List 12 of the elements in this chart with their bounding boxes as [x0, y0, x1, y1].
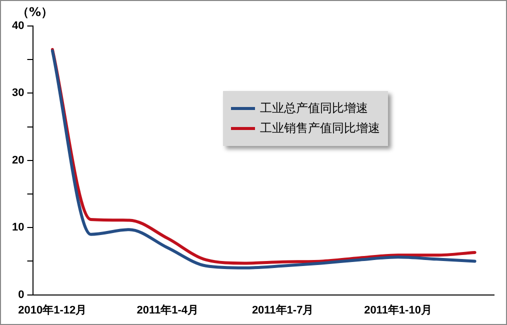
- x-tick-label: 2011年1-7月: [252, 303, 314, 316]
- y-tick-label: 0: [18, 288, 24, 301]
- y-tick-label: 10: [12, 222, 24, 234]
- x-tick-label: 2010年1-12月: [18, 303, 87, 316]
- x-tick-label: 2011年1-4月: [136, 303, 199, 316]
- legend-label: 工业销售产值同比增速: [260, 120, 380, 137]
- legend-label: 工业总产值同比增速: [260, 100, 368, 117]
- y-axis-title: （%）: [17, 4, 54, 21]
- y-tick-label: 30: [12, 87, 24, 100]
- y-tick-label: 40: [12, 20, 24, 32]
- y-tick-label: 20: [12, 154, 24, 166]
- x-tick-label: 2011年1-10月: [364, 303, 432, 316]
